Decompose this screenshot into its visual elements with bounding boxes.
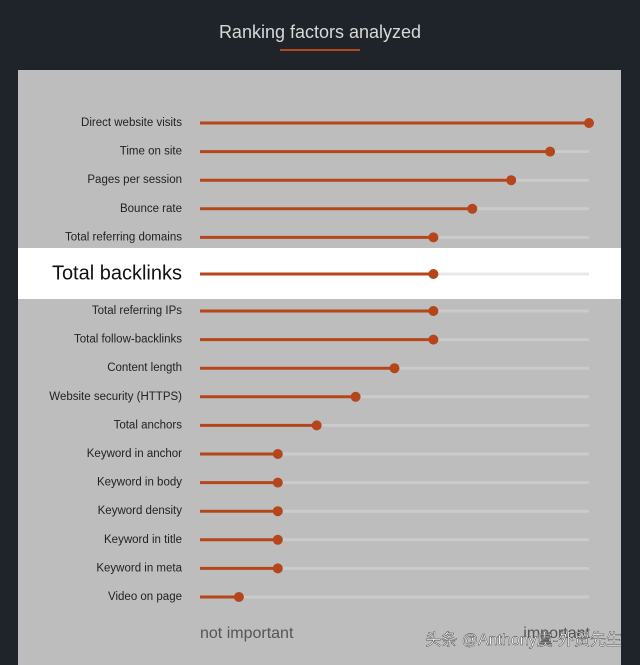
dot bbox=[233, 592, 244, 602]
dot bbox=[506, 175, 517, 186]
dot bbox=[545, 146, 556, 157]
category-label: Website security (HTTPS) bbox=[49, 391, 182, 403]
category-label: Bounce rate bbox=[120, 203, 182, 215]
dot bbox=[467, 203, 478, 214]
dot bbox=[428, 232, 439, 243]
category-label: Total follow-backlinks bbox=[74, 334, 182, 346]
chart-title: Ranking factors analyzed bbox=[219, 22, 421, 42]
category-label: Keyword in body bbox=[97, 477, 182, 489]
category-label: Total referring domains bbox=[65, 231, 182, 243]
watermark: 头条 @Anthony虞-外贸先生 bbox=[425, 631, 622, 649]
category-label: Total referring IPs bbox=[92, 305, 182, 317]
dot bbox=[272, 477, 283, 488]
category-label: Time on site bbox=[120, 146, 182, 158]
category-label: Keyword density bbox=[98, 505, 183, 517]
dot bbox=[311, 420, 322, 431]
category-label: Pages per session bbox=[87, 174, 182, 186]
dot bbox=[272, 534, 283, 545]
rows: Direct website visits Time on site Pages p… bbox=[18, 117, 621, 603]
x-min-label: not important bbox=[200, 625, 294, 642]
dot bbox=[428, 334, 439, 345]
category-label: Keyword in anchor bbox=[87, 448, 182, 460]
category-label: Total backlinks bbox=[52, 262, 182, 284]
dot bbox=[272, 563, 283, 574]
dot bbox=[428, 306, 439, 316]
dot bbox=[272, 449, 283, 459]
category-label: Content length bbox=[107, 362, 182, 374]
dot bbox=[272, 506, 283, 517]
category-label: Direct website visits bbox=[81, 117, 182, 129]
category-label: Total anchors bbox=[114, 419, 183, 431]
category-label: Keyword in title bbox=[104, 534, 182, 546]
dot bbox=[428, 269, 439, 279]
dot bbox=[389, 363, 400, 374]
dot bbox=[350, 391, 361, 402]
x-max-label: important bbox=[523, 625, 590, 642]
category-label: Video on page bbox=[108, 591, 182, 603]
category-label: Keyword in meta bbox=[96, 562, 182, 574]
dot bbox=[584, 118, 594, 128]
